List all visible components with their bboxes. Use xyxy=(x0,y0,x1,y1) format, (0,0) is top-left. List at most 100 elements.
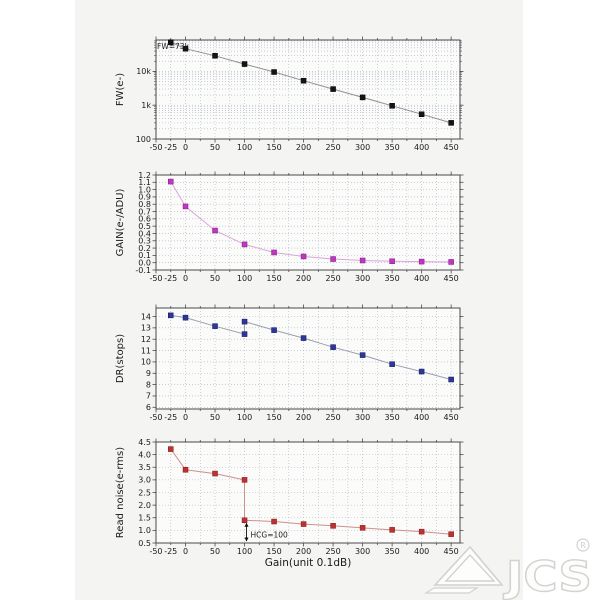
x-tick-label: 450 xyxy=(444,413,459,422)
y-tick-label: 0.3 xyxy=(138,237,151,246)
x-tick-label: 400 xyxy=(414,143,429,152)
x-tick-label: 450 xyxy=(444,547,459,556)
x-tick-label: 350 xyxy=(384,274,399,283)
x-tick-label: 200 xyxy=(296,547,311,556)
y-tick-label: 13 xyxy=(141,324,151,333)
x-tick-label: 250 xyxy=(325,547,340,556)
x-tick-label: 100 xyxy=(237,274,252,283)
y-tick-label: 100 xyxy=(136,135,151,144)
x-tick-label: -25 xyxy=(164,413,177,422)
data-point-marker xyxy=(182,203,189,210)
data-point-marker xyxy=(168,446,174,452)
x-tick-label: -25 xyxy=(164,274,177,283)
y-tick-label: 2.0 xyxy=(138,501,151,510)
data-point-marker xyxy=(212,227,218,234)
data-point-marker xyxy=(389,361,395,367)
x-tick-label: 300 xyxy=(355,143,370,152)
data-point-marker xyxy=(418,528,425,535)
y-tick-label: 10 xyxy=(141,358,151,367)
x-tick-label: 450 xyxy=(444,143,459,152)
data-point-marker xyxy=(212,470,218,477)
y-tick-label: 0.4 xyxy=(138,229,151,238)
y-tick-label: 0.8 xyxy=(138,200,151,209)
chart-read_noise: -50 -25 0 50 100 150 200 250 300 350 400 450 4.5 4.0 3… xyxy=(115,438,464,569)
data-point-marker xyxy=(359,352,366,358)
x-tick-label: 150 xyxy=(266,143,281,152)
x-tick-label: 250 xyxy=(325,413,340,422)
logo-brand-text: JCS xyxy=(503,552,592,600)
data-point-marker xyxy=(271,249,277,256)
logo-triangle-wedge-icon xyxy=(423,587,480,594)
y-tick-label: 1.0 xyxy=(138,526,151,535)
data-point-marker xyxy=(330,344,336,350)
x-tick-label: -25 xyxy=(164,547,177,556)
y-axis-title: FW(e-) xyxy=(115,73,126,106)
x-tick-label: 0 xyxy=(183,143,188,152)
data-point-marker xyxy=(300,521,307,527)
y-tick-label: 0.5 xyxy=(138,222,151,231)
x-tick-label: -50 xyxy=(149,274,162,283)
x-tick-label: 350 xyxy=(384,547,399,556)
y-tick-label: 4.5 xyxy=(138,438,151,447)
data-point-marker xyxy=(448,531,454,537)
plot-border xyxy=(155,174,461,271)
data-point-marker xyxy=(330,256,336,262)
series-line xyxy=(170,314,452,380)
chart-dr: -50 -25 0 50 100 150 200 250 300 350 400 450 14 13 12 1… xyxy=(115,304,464,422)
y-tick-label: 1.0 xyxy=(138,185,151,194)
data-point-marker xyxy=(168,39,174,45)
x-tick-label: 200 xyxy=(296,274,311,283)
y-tick-label: 0.6 xyxy=(138,215,151,224)
x-tick-label: 200 xyxy=(296,143,311,152)
plot-border xyxy=(155,307,461,410)
y-tick-label: 4.0 xyxy=(138,450,151,459)
chart-gain: -50 -25 0 50 100 150 200 250 300 350 400 450 1.21.11… xyxy=(115,171,464,283)
y-tick-label: 3.0 xyxy=(138,476,151,485)
x-tick-label: 350 xyxy=(384,143,399,152)
y-tick-label: 8 xyxy=(146,380,151,389)
data-point-marker xyxy=(300,335,307,341)
data-point-marker xyxy=(359,525,366,531)
y-tick-label: 0.5 xyxy=(138,539,151,548)
data-point-marker xyxy=(389,527,395,533)
plot-border xyxy=(155,39,461,140)
x-tick-label: 50 xyxy=(210,143,220,152)
data-point-marker xyxy=(389,103,395,109)
data-point-marker xyxy=(168,178,174,185)
chart-fw: -50 -25 0 50 100 150 200 250 300 350 400 450 100 1k 10… xyxy=(115,36,464,152)
x-tick-label: -50 xyxy=(149,413,162,422)
data-point-marker xyxy=(359,257,366,264)
registered-mark-letter: R xyxy=(580,541,586,550)
x-tick-label: 300 xyxy=(355,274,370,283)
data-point-marker xyxy=(448,259,454,265)
data-point-marker xyxy=(241,517,248,524)
x-tick-label: 150 xyxy=(266,413,281,422)
x-tick-label: -25 xyxy=(164,143,177,152)
y-tick-label: 3.5 xyxy=(138,463,151,472)
fw-annotation: FW=73k xyxy=(157,42,190,51)
x-tick-label: 0 xyxy=(183,547,188,556)
x-tick-label: -50 xyxy=(149,547,162,556)
data-point-marker xyxy=(359,94,366,101)
x-tick-label: 0 xyxy=(183,413,188,422)
x-tick-label: 0 xyxy=(183,274,188,283)
data-point-marker xyxy=(241,331,248,337)
x-tick-label: 250 xyxy=(325,143,340,152)
x-tick-label: 50 xyxy=(210,413,220,422)
data-point-marker xyxy=(241,477,248,483)
y-axis-title: Read noise(e-rms) xyxy=(115,447,126,538)
data-point-marker xyxy=(241,318,248,325)
y-tick-label: 0.0 xyxy=(138,258,151,267)
x-tick-label: 100 xyxy=(237,143,252,152)
data-point-marker xyxy=(418,368,425,375)
data-point-marker xyxy=(300,77,307,84)
data-point-marker xyxy=(182,45,189,52)
x-tick-label: -50 xyxy=(149,143,162,152)
hcg-annotation: HCG=100 xyxy=(251,530,289,539)
data-point-marker xyxy=(241,61,248,67)
x-tick-label: 350 xyxy=(384,413,399,422)
x-tick-label: 100 xyxy=(237,547,252,556)
y-tick-label: 0.7 xyxy=(138,207,151,216)
